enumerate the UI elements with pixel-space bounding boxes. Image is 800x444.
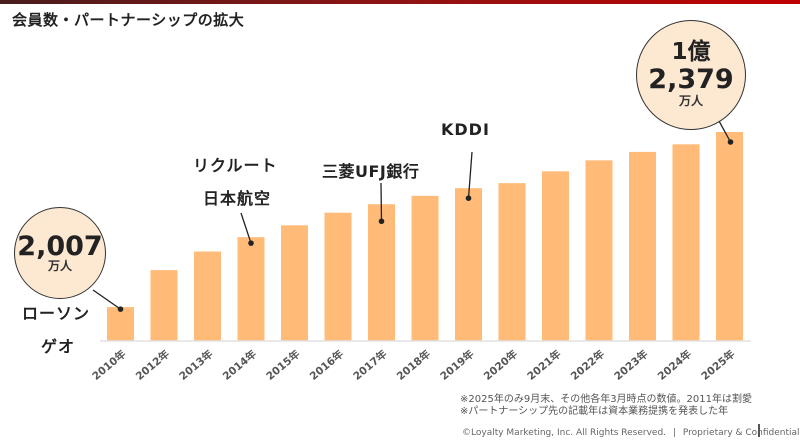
leader-lawson-line [92,289,121,310]
x-tick-label: 2017年 [351,347,390,383]
callout-end-unit: 万人 [678,94,703,109]
leader-end-line [718,120,732,143]
bar-2023年 [629,151,656,341]
x-tick-label: 2018年 [394,347,433,383]
x-tick-label: 2023年 [612,347,651,383]
leader-recruit-jal-dot [248,240,254,246]
callout-start-value: 2,007 [17,230,103,262]
bar-2019年 [455,188,482,341]
footer-confidential: Proprietary & Confidential [682,428,800,438]
partner-label-mufg: 三菱UFJ銀行 [322,162,420,181]
x-tick-label: 2022年 [568,347,607,383]
callout-start: 2,007 万人 [14,207,106,299]
partner-label-jal: 日本航空 [203,189,272,208]
partner-label-kddi: KDDI [441,120,490,139]
x-tick-label: 2012年 [133,347,172,383]
leader-kddi-line [467,151,473,199]
x-tick-label: 2021年 [525,347,564,383]
x-tick-label: 2019年 [438,347,477,383]
x-tick-label: 2020年 [481,347,520,383]
bar-2020年 [498,183,526,341]
x-tick-label: 2016年 [307,347,346,383]
bar-2012年 [150,270,178,341]
x-tick-label: 2024年 [655,347,694,383]
top-accent-bar [0,0,800,4]
note-line-1: ※2025年のみ9月末、その他各年3月時点の数値。2011年は割愛 [460,394,753,405]
leader-mufg-dot [378,218,385,225]
x-tick-label: 2025年 [699,347,738,383]
bar-2014年 [237,237,265,341]
callout-end: 1億 2,379 万人 [636,20,746,130]
leader-kddi-dot [465,195,472,202]
bar-2015年 [281,225,308,341]
x-tick-label: 2015年 [264,347,303,383]
leader-mufg-line [380,182,383,222]
callout-end-value-top: 1億 [671,39,711,66]
leader-lawson-dot [117,306,124,312]
x-tick-label: 2010年 [90,347,129,383]
bar-2022年 [585,160,613,341]
bar-2016年 [324,212,352,341]
partner-label-geo: ゲオ [41,337,76,356]
bar-2025年 [716,132,743,341]
bar-2018年 [411,195,439,341]
partner-label-recruit: リクルート [193,156,278,175]
bar-2021年 [542,171,569,341]
leader-end-dot [727,139,734,145]
bar-2024年 [672,144,700,341]
note-line-2: ※パートナーシップ先の記載年は資本業務提携を発表した年 [460,406,729,417]
x-tick-label: 2014年 [220,347,259,383]
footer-separator: | [672,428,676,438]
x-tick-label: 2013年 [177,347,216,383]
bar-2010年 [107,307,134,341]
page-title: 会員数・パートナーシップの拡大 [12,11,245,29]
footer-divider [758,424,760,437]
footer-copyright: ©Loyalty Marketing, Inc. All Rights Rese… [462,428,667,438]
callout-end-value: 2,379 [648,64,734,96]
leader-recruit-jal-line [240,212,252,244]
callout-start-unit: 万人 [47,258,72,273]
bar-2013年 [194,251,221,341]
partner-label-lawson: ローソン [22,304,91,323]
bar-2017年 [368,204,395,341]
footer: ©Loyalty Marketing, Inc. All Rights Rese… [462,428,800,438]
